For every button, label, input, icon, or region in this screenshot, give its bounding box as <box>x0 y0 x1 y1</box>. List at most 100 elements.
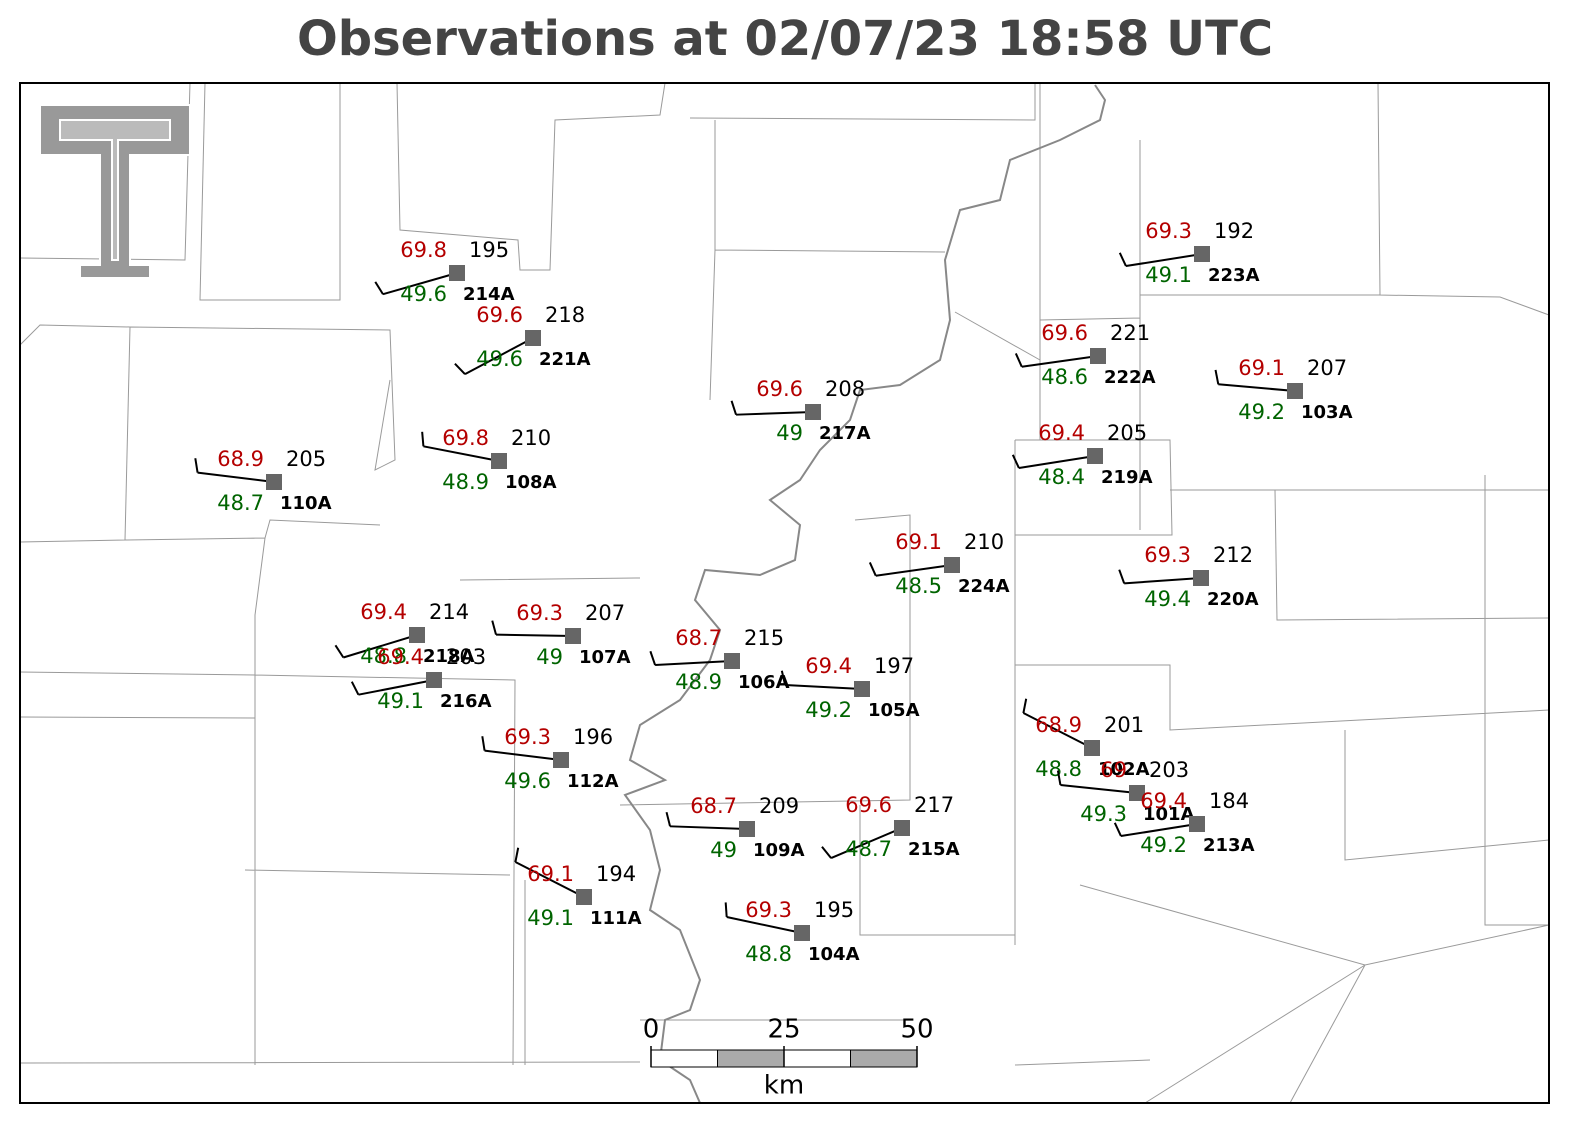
barb-tick <box>194 458 199 473</box>
barb-tick <box>454 362 466 375</box>
pressure: 195 <box>469 238 509 262</box>
station-id: 218A <box>423 646 475 667</box>
dewpoint: 49.6 <box>504 769 551 793</box>
wind-barb <box>1056 770 1138 794</box>
barb-shaft <box>197 471 275 483</box>
logo <box>39 104 191 279</box>
barb-tick <box>868 562 877 577</box>
station-marker <box>794 925 810 941</box>
station-marker <box>266 474 282 490</box>
station-marker <box>739 821 755 837</box>
wind-barb <box>821 827 903 860</box>
barb-shaft <box>655 660 733 667</box>
scale-segment <box>850 1049 918 1068</box>
dewpoint: 48.7 <box>845 837 892 861</box>
dewpoint: 49.1 <box>527 906 574 930</box>
dewpoint: 49.2 <box>1140 833 1187 857</box>
station-id: 108A <box>505 472 557 493</box>
wind-barb <box>350 679 435 696</box>
barb-tick <box>821 846 832 859</box>
pressure: 197 <box>874 654 914 678</box>
scale-unit: km <box>764 1071 804 1101</box>
station-id: 109A <box>753 840 805 861</box>
station-id: 103A <box>1301 402 1353 423</box>
wind-barb <box>1014 353 1099 368</box>
wind-barb <box>334 634 418 659</box>
temperature: 68.9 <box>217 447 264 471</box>
temperature: 69.3 <box>1145 219 1192 243</box>
barb-shaft <box>1120 823 1198 838</box>
barb-shaft <box>785 683 863 690</box>
pressure: 221 <box>1110 321 1150 345</box>
barb-tick <box>1022 698 1028 714</box>
temperature: 69.3 <box>1144 543 1191 567</box>
wind-barb <box>1214 369 1296 392</box>
pressure: 210 <box>964 530 1004 554</box>
barb-shaft <box>382 272 458 296</box>
pressure: 195 <box>814 898 854 922</box>
dewpoint: 49.2 <box>1238 400 1285 424</box>
barb-tick <box>374 281 384 295</box>
temperature: 69.6 <box>756 377 803 401</box>
barb-shaft <box>875 564 953 577</box>
temperature: 69.6 <box>476 303 523 327</box>
wind-barb <box>454 337 534 376</box>
station-marker <box>894 820 910 836</box>
pressure: 201 <box>1104 713 1144 737</box>
station-marker <box>1194 246 1210 262</box>
station-id: 220A <box>1207 589 1259 610</box>
barb-shaft <box>670 825 748 830</box>
temperature: 69.6 <box>1041 321 1088 345</box>
dewpoint: 49.6 <box>476 347 523 371</box>
temperature: 68.7 <box>690 794 737 818</box>
pressure: 196 <box>573 725 613 749</box>
scale-segment <box>783 1049 851 1068</box>
station-marker <box>525 330 541 346</box>
station-marker <box>426 672 442 688</box>
station-marker <box>449 265 465 281</box>
pressure: 212 <box>1213 543 1253 567</box>
temperature: 69.4 <box>360 600 407 624</box>
station-marker <box>409 627 425 643</box>
barb-shaft <box>343 634 418 659</box>
station-marker <box>1084 740 1100 756</box>
barb-shaft <box>1018 455 1096 470</box>
barb-shaft <box>726 916 803 934</box>
pressure: 209 <box>759 794 799 818</box>
station-marker <box>565 628 581 644</box>
station-id: 216A <box>440 691 492 712</box>
basemap <box>19 82 1550 1104</box>
dewpoint: 48.8 <box>745 942 792 966</box>
station-id: 221A <box>539 349 591 370</box>
wind-barb <box>194 458 275 483</box>
scale-segment <box>717 1049 785 1068</box>
dewpoint: 49 <box>710 838 737 862</box>
barb-shaft <box>1022 712 1093 749</box>
dewpoint: 48.8 <box>360 644 407 668</box>
scale-label: 25 <box>767 1015 800 1045</box>
temperature: 69.3 <box>745 898 792 922</box>
barb-tick <box>1056 770 1062 786</box>
temperature: 69.1 <box>527 862 574 886</box>
station-id: 102A <box>1098 759 1150 780</box>
station-id: 107A <box>579 647 631 668</box>
barb-tick <box>780 670 787 686</box>
barb-tick <box>491 620 497 635</box>
barb-shaft <box>1125 253 1203 268</box>
barb-shaft <box>1021 355 1099 368</box>
pressure: 218 <box>545 303 585 327</box>
station-id: 110A <box>280 493 332 514</box>
barb-tick <box>350 681 360 696</box>
dewpoint: 49 <box>536 645 563 669</box>
barb-tick <box>1014 353 1023 368</box>
scale-segment <box>650 1049 718 1068</box>
barb-tick <box>665 811 672 827</box>
wind-barb <box>421 431 500 462</box>
barb-shaft <box>1060 783 1138 794</box>
station-id: 213A <box>1203 835 1255 856</box>
dewpoint: 48.9 <box>442 470 489 494</box>
dewpoint: 49.4 <box>1144 587 1191 611</box>
pressure: 203 <box>446 645 486 669</box>
dewpoint: 49.1 <box>1145 263 1192 287</box>
